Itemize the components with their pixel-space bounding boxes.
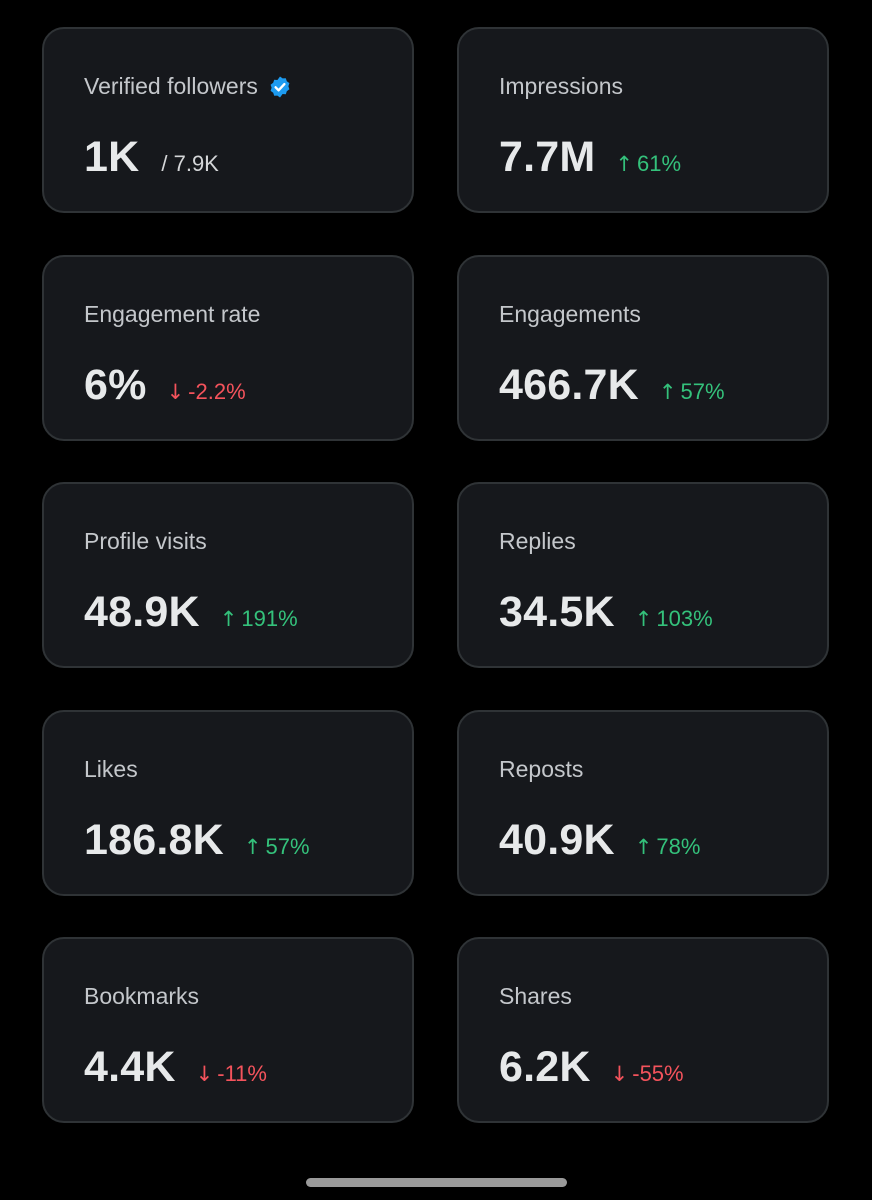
home-indicator-bar[interactable] (306, 1178, 567, 1187)
metric-card-verified-followers[interactable]: Verified followers 1K / 7.9K (42, 27, 414, 213)
metric-value: 466.7K (499, 361, 639, 409)
metric-value-row: 7.7M ↑ 61% (499, 133, 681, 182)
arrow-up-icon: ↑ (219, 607, 238, 631)
metric-card-shares[interactable]: Shares 6.2K ↓ -55% (457, 937, 829, 1123)
metric-value: 6% (84, 361, 147, 409)
metric-delta: ↑ 103% (635, 606, 713, 632)
metric-label: Engagement rate (84, 301, 261, 327)
metric-value-row: 4.4K ↓ -11% (84, 1043, 267, 1092)
metric-total: / 7.9K (161, 151, 219, 176)
metric-card-replies[interactable]: Replies 34.5K ↑ 103% (457, 482, 829, 668)
metric-value: 7.7M (499, 133, 596, 181)
metric-delta: ↓ -11% (196, 1061, 267, 1087)
metric-value: 4.4K (84, 1043, 176, 1091)
metric-card-bookmarks[interactable]: Bookmarks 4.4K ↓ -11% (42, 937, 414, 1123)
metric-card-impressions[interactable]: Impressions 7.7M ↑ 61% (457, 27, 829, 213)
metric-delta-value: -11% (217, 1061, 267, 1086)
metric-label: Bookmarks (84, 983, 200, 1009)
metric-card-reposts[interactable]: Reposts 40.9K ↑ 78% (457, 710, 829, 896)
arrow-up-icon: ↑ (615, 152, 634, 176)
metric-delta: ↑ 57% (244, 834, 310, 860)
arrow-up-icon: ↑ (243, 835, 262, 859)
metric-delta-value: 57% (265, 834, 310, 859)
metric-delta-value: 103% (656, 606, 713, 631)
arrow-up-icon: ↑ (658, 380, 677, 404)
metric-label: Engagements (499, 301, 641, 327)
metric-value-row: 40.9K ↑ 78% (499, 816, 700, 865)
metric-label: Verified followers (84, 73, 258, 99)
metric-delta-value: 57% (680, 379, 725, 404)
arrow-down-icon: ↓ (195, 1062, 214, 1086)
metric-card-likes[interactable]: Likes 186.8K ↑ 57% (42, 710, 414, 896)
metric-value: 6.2K (499, 1043, 591, 1091)
metric-value-row: 1K / 7.9K (84, 133, 219, 182)
metric-delta: ↑ 78% (635, 834, 701, 860)
metric-label: Shares (499, 983, 572, 1009)
arrow-down-icon: ↓ (610, 1062, 629, 1086)
arrow-down-icon: ↓ (166, 380, 185, 404)
metric-value-row: 186.8K ↑ 57% (84, 816, 310, 865)
metric-delta: ↓ -55% (611, 1061, 684, 1087)
metric-delta: ↑ 57% (659, 379, 725, 405)
metric-delta: ↑ 61% (615, 151, 681, 177)
metric-value-row: 34.5K ↑ 103% (499, 588, 713, 637)
metric-value: 1K (84, 133, 140, 181)
metric-card-engagement-rate[interactable]: Engagement rate 6% ↓ -2.2% (42, 255, 414, 441)
metric-card-engagements[interactable]: Engagements 466.7K ↑ 57% (457, 255, 829, 441)
metric-label: Reposts (499, 756, 584, 782)
metric-value-row: 48.9K ↑ 191% (84, 588, 298, 637)
verified-badge-icon (268, 75, 292, 99)
metric-value: 48.9K (84, 588, 200, 636)
arrow-up-icon: ↑ (634, 607, 653, 631)
arrow-up-icon: ↑ (634, 835, 653, 859)
metric-delta-value: -55% (632, 1061, 684, 1086)
metric-value-row: 466.7K ↑ 57% (499, 361, 725, 410)
metric-delta: ↓ -2.2% (167, 379, 246, 405)
metric-card-profile-visits[interactable]: Profile visits 48.9K ↑ 191% (42, 482, 414, 668)
metric-delta-value: 191% (241, 606, 298, 631)
metric-delta-value: -2.2% (188, 379, 246, 404)
metric-delta-value: 61% (637, 151, 682, 176)
metric-value: 40.9K (499, 816, 615, 864)
metric-value-row: 6.2K ↓ -55% (499, 1043, 684, 1092)
metric-label: Profile visits (84, 528, 207, 554)
metric-value-row: 6% ↓ -2.2% (84, 361, 246, 410)
metric-value: 34.5K (499, 588, 615, 636)
metric-label: Replies (499, 528, 576, 554)
metric-delta: ↑ 191% (220, 606, 298, 632)
metric-label: Impressions (499, 73, 623, 99)
metric-label-wrapper: Verified followers (84, 73, 292, 100)
metric-label: Likes (84, 756, 138, 782)
metric-value: 186.8K (84, 816, 224, 864)
metric-delta-value: 78% (656, 834, 701, 859)
